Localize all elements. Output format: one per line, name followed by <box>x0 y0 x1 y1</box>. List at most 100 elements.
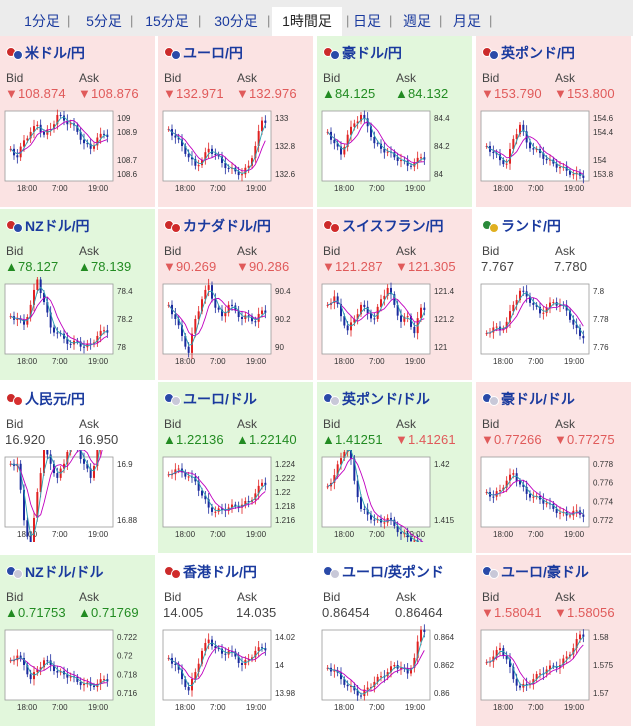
chart-plot-area <box>480 110 590 182</box>
pair-header[interactable]: NZドル/ドル <box>6 563 104 581</box>
pair-card[interactable]: 豪ドル/ドル Bid Ask ▼0.77266 ▼0.77275 0.778 0.776 0.… <box>476 382 632 554</box>
candle-body <box>532 302 535 305</box>
pair-name[interactable]: 英ポンド/円 <box>501 45 575 61</box>
candle-body <box>211 507 213 512</box>
tab-6[interactable]: 週足 <box>403 13 431 29</box>
candle-body <box>535 674 538 680</box>
price-chart[interactable]: 1.42 1.415 18:00 7:00 19:00 <box>317 450 467 542</box>
price-chart[interactable]: 121.4 121.2 121 18:00 7:00 19:00 <box>317 277 467 369</box>
tab-3[interactable]: 30分足 <box>214 13 258 29</box>
pair-card[interactable]: 人民元/円BidAsk16.92016.95016.916.8818:007:0… <box>0 382 156 554</box>
pair-header[interactable]: 香港ドル/円 <box>164 563 257 581</box>
candle-body <box>204 642 207 651</box>
candle-body <box>495 326 498 328</box>
price-chart[interactable]: 78.4 78.2 78 18:00 7:00 19:00 <box>0 277 150 369</box>
pair-header[interactable]: 米ドル/円 <box>6 44 85 62</box>
candle-body <box>485 333 488 335</box>
pair-name[interactable]: NZドル/円 <box>25 218 90 234</box>
pair-name[interactable]: NZドル/ドル <box>25 564 104 580</box>
pair-card[interactable]: ユーロ/英ポンド Bid Ask 0.86454 0.86464 0.864 0.862 0.… <box>317 555 473 727</box>
candle-body <box>194 319 197 334</box>
pair-header[interactable]: 豪ドル/ドル <box>482 390 575 408</box>
pair-header[interactable]: 英ポンド/円 <box>482 44 575 62</box>
pair-name[interactable]: ランド/円 <box>501 218 561 234</box>
price-chart[interactable]: 1.58 1.575 1.57 18:00 7:00 19:00 <box>476 623 626 715</box>
price-chart[interactable]: 133 132.8 132.6 18:00 7:00 19:00 <box>158 104 308 196</box>
bid-label: Bid <box>482 590 500 604</box>
tab-0[interactable]: 1分足 <box>24 13 60 29</box>
price-chart[interactable]: 84.4 84.2 84 18:00 7:00 19:00 <box>317 104 467 196</box>
pair-card[interactable]: NZドル/円 Bid Ask ▲78.127 ▲78.139 78.4 78.2 78 18:0… <box>0 209 156 381</box>
pair-card[interactable]: ユーロ/豪ドル Bid Ask ▼1.58041 ▼1.58056 1.58 1.575 1.… <box>476 555 632 727</box>
pair-header[interactable]: 英ポンド/ドル <box>323 390 430 408</box>
price-chart[interactable]: 90.4 90.2 90 18:00 7:00 19:00 <box>158 277 308 369</box>
candle-body <box>582 175 585 178</box>
bid-label: Bid <box>164 71 182 85</box>
ask-label: Ask <box>396 244 417 258</box>
pair-name[interactable]: 豪ドル/ドル <box>501 391 575 407</box>
candle-body <box>552 503 555 509</box>
pair-card[interactable]: 豪ドル/円 Bid Ask ▲84.125 ▲84.132 84.4 84.2 84 18:00… <box>317 36 473 208</box>
candle-body <box>555 666 558 668</box>
pair-header[interactable]: ユーロ/英ポンド <box>323 563 444 581</box>
x-tick-label: 18:00 <box>493 184 514 193</box>
pair-header[interactable]: 人民元/円 <box>6 390 85 408</box>
price-chart[interactable]: 0.778 0.776 0.774 0.772 18:00 7:00 19:00 <box>476 450 626 542</box>
price-chart[interactable]: 14.02 14 13.98 18:00 7:00 19:00 <box>158 623 308 715</box>
pair-name[interactable]: カナダドル/円 <box>183 218 271 234</box>
pair-card[interactable]: 英ポンド/ドル Bid Ask ▲1.41251 ▼1.41261 1.42 1.415 18… <box>317 382 473 554</box>
tab-1[interactable]: 5分足 <box>86 13 122 29</box>
pair-header[interactable]: ユーロ/ドル <box>164 390 257 408</box>
pair-header[interactable]: スイスフラン/円 <box>323 217 443 235</box>
candle-body <box>237 506 240 508</box>
candle-body <box>93 466 95 478</box>
pair-header[interactable]: ユーロ/豪ドル <box>482 563 589 581</box>
tab-5[interactable]: 日足 <box>353 13 381 29</box>
pair-card[interactable]: スイスフラン/円 Bid Ask ▼121.287 ▼121.305 121.4 121.2… <box>317 209 473 381</box>
pair-name[interactable]: ユーロ/円 <box>183 45 243 61</box>
candle-body <box>49 312 52 328</box>
pair-name[interactable]: ユーロ/豪ドル <box>501 564 589 580</box>
pair-card[interactable]: 英ポンド/円 Bid Ask ▼153.790 ▼153.800 154.6 154.4 15… <box>476 36 632 208</box>
pair-card[interactable]: ランド/円 Bid Ask 7.767 7.780 7.8 7.78 7.76 18:00 7:0… <box>476 209 632 381</box>
pair-name[interactable]: 人民元/円 <box>25 391 85 407</box>
tab-4[interactable]: 1時間足 <box>272 7 342 36</box>
candle-body <box>177 468 180 470</box>
y-tick-label: 14.02 <box>275 633 296 642</box>
pair-header[interactable]: カナダドル/円 <box>164 217 271 235</box>
pair-card[interactable]: 米ドル/円 Bid Ask ▼108.874 ▼108.876 109 108.9 108.7… <box>0 36 156 208</box>
candle-body <box>350 686 352 688</box>
pair-card[interactable]: ユーロ/円 Bid Ask ▼132.971 ▼132.976 133 132.8 132.6… <box>158 36 314 208</box>
pair-card[interactable]: NZドル/ドル Bid Ask ▲0.71753 ▲0.71769 0.722 0.72 0.… <box>0 555 156 727</box>
pair-name[interactable]: スイスフラン/円 <box>342 218 444 234</box>
candle-body <box>184 335 187 347</box>
pair-header[interactable]: 豪ドル/円 <box>323 44 402 62</box>
pair-name[interactable]: 豪ドル/円 <box>342 45 402 61</box>
pair-name[interactable]: 英ポンド/ドル <box>342 391 430 407</box>
chart-svg: 14.02 14 13.98 18:00 7:00 19:00 <box>162 629 296 712</box>
y-tick-label: 78.4 <box>117 287 133 296</box>
candle-body <box>207 148 210 153</box>
pair-name[interactable]: ユーロ/英ポンド <box>342 564 444 580</box>
price-chart[interactable]: 1.224 1.222 1.22 1.218 1.216 18:00 7:00 19:00 <box>158 450 308 542</box>
price-chart[interactable]: 154.6 154.4 154 153.8 18:00 7:00 19:00 <box>476 104 626 196</box>
pair-name[interactable]: 香港ドル/円 <box>183 564 257 580</box>
price-chart[interactable]: 0.722 0.72 0.718 0.716 18:00 7:00 19:00 <box>0 623 150 715</box>
pair-header[interactable]: ランド/円 <box>482 217 561 235</box>
price-chart[interactable]: 0.864 0.862 0.86 18:00 7:00 19:00 <box>317 623 467 715</box>
pair-card[interactable]: カナダドル/円 Bid Ask ▼90.269 ▼90.286 90.4 90.2 90 18:… <box>158 209 314 381</box>
pair-name[interactable]: 米ドル/円 <box>25 45 85 61</box>
pair-header[interactable]: ユーロ/円 <box>164 44 243 62</box>
pair-name[interactable]: ユーロ/ドル <box>183 391 257 407</box>
price-chart[interactable]: 7.8 7.78 7.76 18:00 7:00 19:00 <box>476 277 626 369</box>
tab-2[interactable]: 15分足 <box>145 13 189 29</box>
pair-card[interactable]: ユーロ/ドル Bid Ask ▲1.22136 ▲1.22140 1.224 1.222 1.… <box>158 382 314 554</box>
pair-card[interactable]: 香港ドル/円 Bid Ask 14.005 14.035 14.02 14 13.98 18:0… <box>158 555 314 727</box>
x-tick-label: 19:00 <box>246 530 267 539</box>
price-chart[interactable]: 109 108.9 108.7 108.6 18:00 7:00 19:00 <box>0 104 150 196</box>
candle-body <box>582 634 585 637</box>
candle-body <box>36 279 39 290</box>
pair-header[interactable]: NZドル/円 <box>6 217 90 235</box>
tab-7[interactable]: 月足 <box>453 13 481 29</box>
